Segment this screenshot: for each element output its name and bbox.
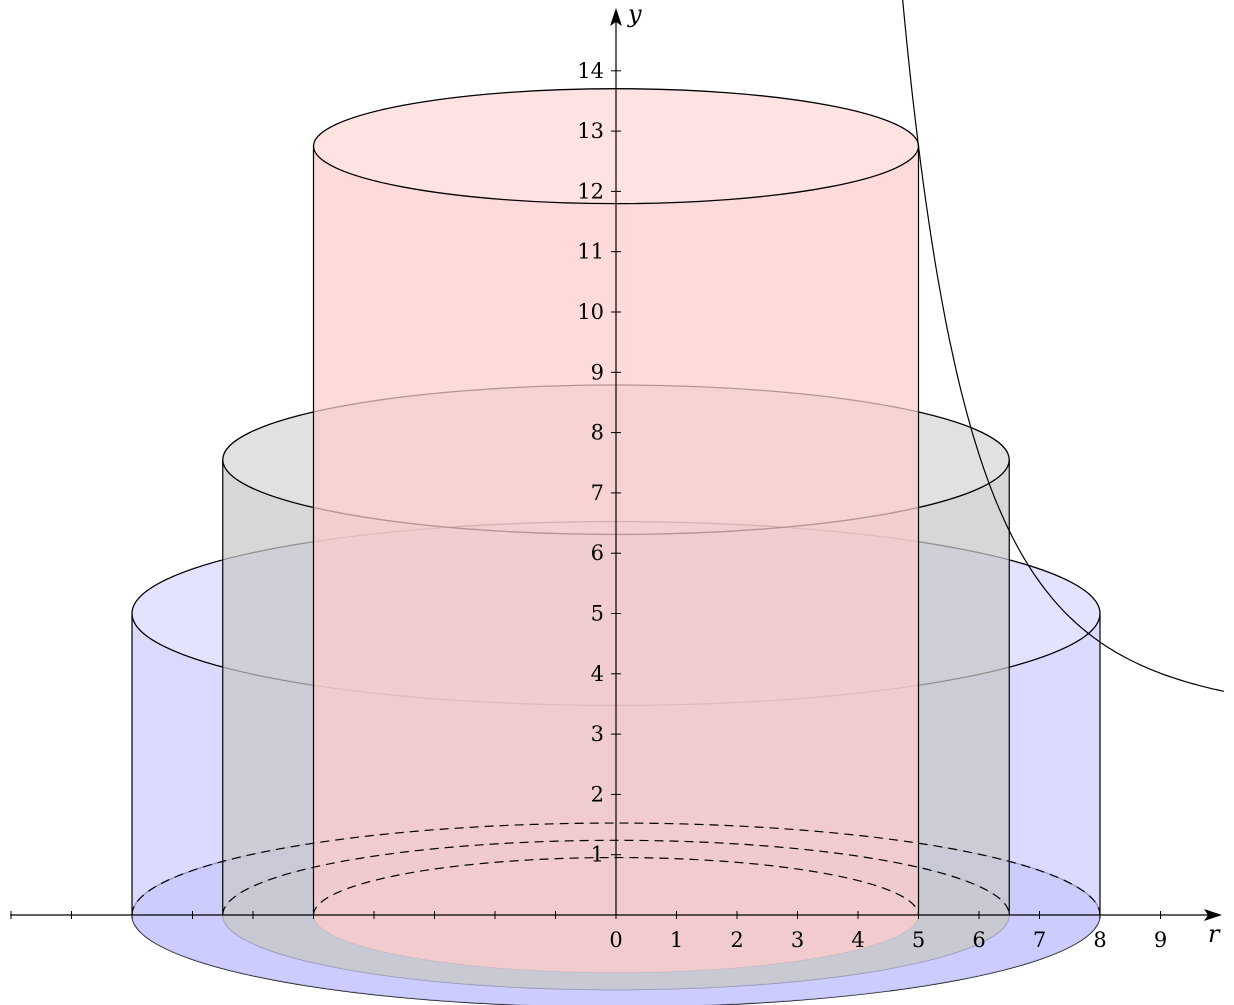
bounding-curve-group: [902, 0, 1225, 692]
y-tick-label: 6: [591, 541, 604, 565]
y-axis-arrow: [610, 8, 622, 26]
y-tick-label: 12: [577, 179, 604, 203]
y-tick-label: 5: [591, 602, 604, 626]
x-tick-label: 5: [912, 928, 925, 952]
x-tick-label: 7: [1033, 928, 1046, 952]
hidden-edge-large: [131, 822, 1101, 916]
y-tick-label: 13: [577, 119, 604, 143]
hidden-edge-medium: [222, 839, 1010, 916]
y-tick-label: 9: [591, 360, 604, 384]
x-axis-title: r: [1208, 920, 1221, 948]
x-tick-label: 9: [1154, 928, 1167, 952]
y-tick-label: 7: [591, 481, 604, 505]
bounding-curve: [902, 0, 1225, 692]
x-axis-arrow: [1204, 909, 1222, 921]
y-tick-label: 14: [577, 59, 604, 83]
y-tick-label: 1: [591, 843, 604, 867]
x-tick-label: 3: [791, 928, 804, 952]
hidden-base-edges: [131, 822, 1101, 916]
y-tick-label: 2: [591, 782, 604, 806]
x-tick-label: 8: [1093, 928, 1106, 952]
hidden-edge-small: [312, 856, 920, 916]
y-tick-label: 10: [577, 300, 604, 324]
x-tick-label: 4: [851, 928, 864, 952]
x-tick-label: 2: [730, 928, 743, 952]
y-tick-label: 11: [577, 240, 604, 264]
x-tick-label: 0: [609, 928, 622, 952]
y-tick-label: 4: [591, 662, 604, 686]
y-tick-label: 8: [591, 421, 604, 445]
x-tick-label: 6: [972, 928, 985, 952]
y-tick-label: 3: [591, 722, 604, 746]
y-axis-title: y: [627, 0, 642, 28]
axes: r y: [10, 0, 1222, 948]
x-tick-label: 1: [670, 928, 683, 952]
